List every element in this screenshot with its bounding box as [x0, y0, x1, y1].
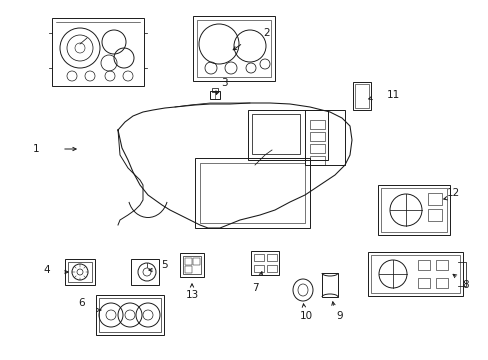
Bar [435, 278, 447, 288]
Bar [212, 88, 218, 92]
Bar [305, 110, 345, 165]
Bar [352, 82, 370, 110]
Bar [251, 114, 299, 154]
Bar [253, 254, 264, 261]
Bar [65, 259, 95, 285]
Bar [309, 132, 325, 141]
Bar [250, 251, 279, 275]
Bar [209, 91, 220, 99]
Bar [183, 256, 201, 274]
Text: 7: 7 [251, 283, 258, 293]
Bar [367, 252, 462, 296]
Text: 5: 5 [162, 260, 168, 270]
Text: 10: 10 [299, 311, 312, 321]
Bar [253, 265, 264, 272]
Bar [266, 254, 276, 261]
Bar [380, 188, 446, 232]
Bar [309, 156, 325, 165]
Bar [321, 273, 337, 297]
Bar [377, 185, 449, 235]
Text: 12: 12 [446, 188, 459, 198]
Bar [417, 278, 429, 288]
Bar [266, 265, 276, 272]
Bar [193, 258, 200, 265]
Bar [354, 84, 368, 108]
Text: 4: 4 [43, 265, 50, 275]
Bar [193, 16, 274, 81]
Bar [200, 163, 305, 223]
Bar [184, 266, 192, 273]
Bar [68, 262, 92, 282]
Bar [96, 295, 163, 335]
Text: 1: 1 [33, 144, 39, 154]
Text: 9: 9 [336, 311, 343, 321]
Text: 11: 11 [386, 90, 399, 100]
Bar [370, 255, 459, 293]
Text: 8: 8 [462, 280, 468, 290]
Text: 2: 2 [263, 28, 270, 38]
Bar [427, 193, 441, 205]
Bar [197, 20, 270, 77]
Bar [195, 158, 309, 228]
Bar [427, 209, 441, 221]
Bar [309, 144, 325, 153]
Bar [184, 258, 192, 265]
Bar [131, 259, 159, 285]
Text: 13: 13 [185, 290, 198, 300]
Bar [99, 298, 161, 332]
Bar [309, 120, 325, 129]
Bar [417, 260, 429, 270]
Bar [435, 260, 447, 270]
Text: 6: 6 [79, 298, 85, 308]
Bar [247, 110, 327, 160]
Bar [180, 253, 203, 277]
Text: 3: 3 [220, 78, 227, 88]
Bar [52, 18, 143, 86]
